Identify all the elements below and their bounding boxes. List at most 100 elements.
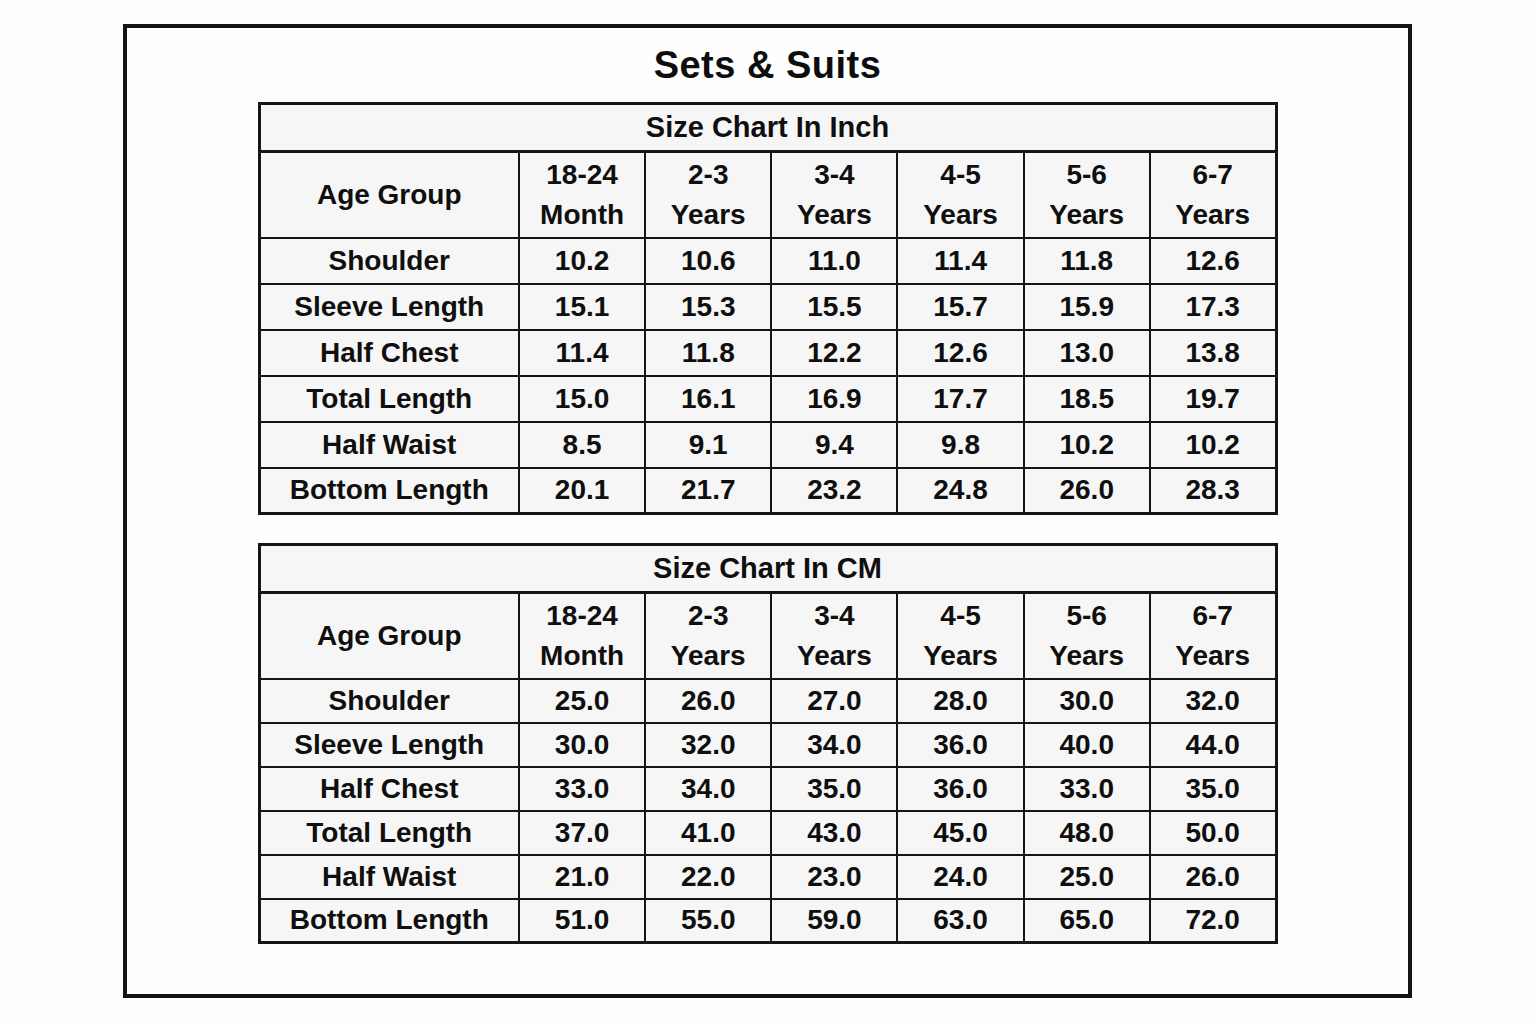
- measurement-value: 23.2: [771, 468, 897, 514]
- measurement-label: Half Chest: [259, 767, 519, 811]
- age-group-column-header: 5-6Years: [1024, 593, 1150, 679]
- measurement-value: 20.1: [519, 468, 645, 514]
- age-group-header-line: Years: [898, 636, 1022, 676]
- age-group-header-line: Years: [1151, 636, 1275, 676]
- measurement-value: 10.2: [1150, 422, 1276, 468]
- measurement-label: Total Length: [259, 376, 519, 422]
- measurement-value: 17.3: [1150, 284, 1276, 330]
- age-group-header-line: 3-4: [772, 596, 896, 636]
- measurement-value: 65.0: [1024, 899, 1150, 943]
- age-group-column-header: 3-4Years: [771, 593, 897, 679]
- measurement-value: 19.7: [1150, 376, 1276, 422]
- measurement-value: 30.0: [519, 723, 645, 767]
- measurement-label: Sleeve Length: [259, 284, 519, 330]
- measurement-label: Half Chest: [259, 330, 519, 376]
- age-group-header-row: Age Group18-24Month2-3Years3-4Years4-5Ye…: [259, 152, 1276, 238]
- age-group-header-line: Years: [646, 636, 770, 676]
- outer-frame: Sets & Suits Size Chart In InchAge Group…: [123, 24, 1412, 998]
- age-group-column-header: 6-7Years: [1150, 593, 1276, 679]
- measurement-value: 59.0: [771, 899, 897, 943]
- age-group-column-header: 2-3Years: [645, 152, 771, 238]
- age-group-header-line: Years: [772, 195, 896, 235]
- age-group-column-header: 2-3Years: [645, 593, 771, 679]
- measurement-value: 25.0: [519, 679, 645, 723]
- measurement-value: 18.5: [1024, 376, 1150, 422]
- measurement-value: 9.1: [645, 422, 771, 468]
- measurement-value: 11.4: [897, 238, 1023, 284]
- measurement-value: 9.4: [771, 422, 897, 468]
- measurement-row: Total Length37.041.043.045.048.050.0: [259, 811, 1276, 855]
- age-group-header-line: 18-24: [520, 155, 644, 195]
- measurement-value: 12.6: [1150, 238, 1276, 284]
- measurement-value: 43.0: [771, 811, 897, 855]
- measurement-row: Shoulder25.026.027.028.030.032.0: [259, 679, 1276, 723]
- measurement-label: Half Waist: [259, 422, 519, 468]
- age-group-header-line: Month: [520, 195, 644, 235]
- measurement-label: Sleeve Length: [259, 723, 519, 767]
- age-group-header-line: 18-24: [520, 596, 644, 636]
- age-group-header-line: Years: [898, 195, 1022, 235]
- measurement-value: 12.2: [771, 330, 897, 376]
- measurement-value: 26.0: [645, 679, 771, 723]
- age-group-header-line: 2-3: [646, 596, 770, 636]
- age-group-header-line: 6-7: [1151, 596, 1275, 636]
- age-group-header-line: Month: [520, 636, 644, 676]
- age-group-column-header: 4-5Years: [897, 593, 1023, 679]
- measurement-value: 15.3: [645, 284, 771, 330]
- age-group-header-line: Years: [646, 195, 770, 235]
- age-group-column-header: 18-24Month: [519, 152, 645, 238]
- measurement-value: 33.0: [1024, 767, 1150, 811]
- measurement-value: 17.7: [897, 376, 1023, 422]
- measurement-row: Bottom Length20.121.723.224.826.028.3: [259, 468, 1276, 514]
- measurement-row: Half Waist8.59.19.49.810.210.2: [259, 422, 1276, 468]
- age-group-header: Age Group: [259, 593, 519, 679]
- measurement-value: 15.1: [519, 284, 645, 330]
- measurement-value: 26.0: [1150, 855, 1276, 899]
- age-group-header-line: 5-6: [1025, 596, 1149, 636]
- measurement-value: 21.7: [645, 468, 771, 514]
- age-group-header-row: Age Group18-24Month2-3Years3-4Years4-5Ye…: [259, 593, 1276, 679]
- measurement-value: 21.0: [519, 855, 645, 899]
- measurement-value: 16.1: [645, 376, 771, 422]
- measurement-value: 10.2: [519, 238, 645, 284]
- measurement-value: 32.0: [1150, 679, 1276, 723]
- size-chart-page: Sets & Suits Size Chart In InchAge Group…: [0, 0, 1536, 1024]
- measurement-value: 11.8: [645, 330, 771, 376]
- measurement-value: 11.4: [519, 330, 645, 376]
- age-group-header-line: 6-7: [1151, 155, 1275, 195]
- age-group-column-header: 18-24Month: [519, 593, 645, 679]
- age-group-column-header: 3-4Years: [771, 152, 897, 238]
- measurement-row: Half Waist21.022.023.024.025.026.0: [259, 855, 1276, 899]
- measurement-value: 15.7: [897, 284, 1023, 330]
- measurement-value: 35.0: [771, 767, 897, 811]
- measurement-value: 37.0: [519, 811, 645, 855]
- measurement-value: 45.0: [897, 811, 1023, 855]
- measurement-value: 10.6: [645, 238, 771, 284]
- age-group-header-line: Years: [772, 636, 896, 676]
- age-group-column-header: 5-6Years: [1024, 152, 1150, 238]
- measurement-value: 13.0: [1024, 330, 1150, 376]
- age-group-header-line: Years: [1025, 636, 1149, 676]
- measurement-value: 33.0: [519, 767, 645, 811]
- measurement-value: 12.6: [897, 330, 1023, 376]
- measurement-value: 72.0: [1150, 899, 1276, 943]
- page-title: Sets & Suits: [127, 28, 1408, 102]
- measurement-row: Shoulder10.210.611.011.411.812.6: [259, 238, 1276, 284]
- measurement-value: 15.0: [519, 376, 645, 422]
- measurement-value: 41.0: [645, 811, 771, 855]
- age-group-header-line: 4-5: [898, 155, 1022, 195]
- age-group-header-line: 4-5: [898, 596, 1022, 636]
- age-group-header-line: 2-3: [646, 155, 770, 195]
- age-group-header-line: Years: [1151, 195, 1275, 235]
- measurement-value: 28.3: [1150, 468, 1276, 514]
- measurement-value: 34.0: [771, 723, 897, 767]
- measurement-value: 55.0: [645, 899, 771, 943]
- age-group-header: Age Group: [259, 152, 519, 238]
- measurement-value: 25.0: [1024, 855, 1150, 899]
- measurement-value: 13.8: [1150, 330, 1276, 376]
- measurement-label: Shoulder: [259, 679, 519, 723]
- age-group-header-line: 3-4: [772, 155, 896, 195]
- measurement-value: 11.8: [1024, 238, 1150, 284]
- measurement-value: 28.0: [897, 679, 1023, 723]
- measurement-label: Half Waist: [259, 855, 519, 899]
